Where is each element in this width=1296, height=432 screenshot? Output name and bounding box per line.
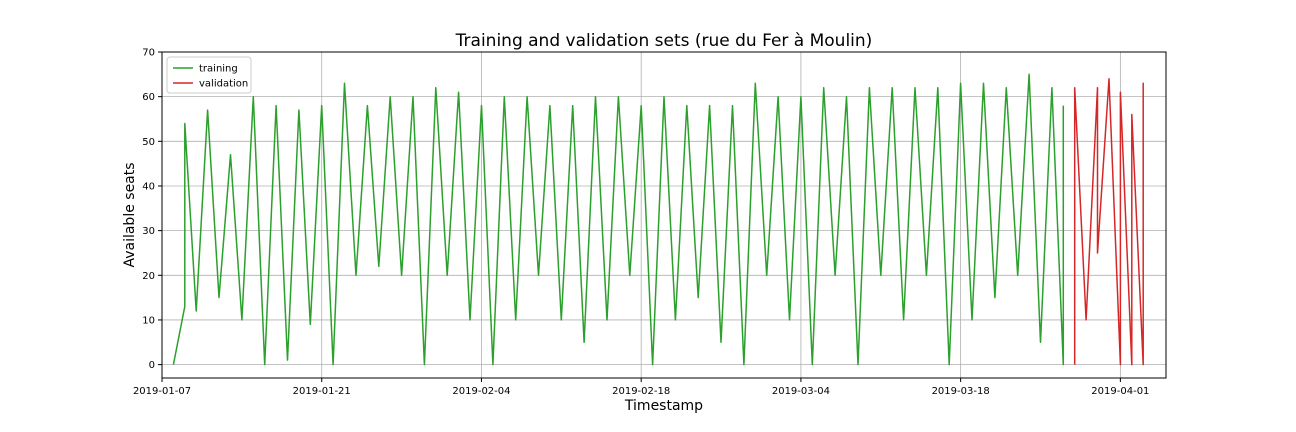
x-axis-label: Timestamp bbox=[624, 398, 703, 414]
y-axis: 0 10 20 30 40 50 60 70 bbox=[142, 48, 162, 371]
x-tick-label: 2019-02-04 bbox=[452, 386, 510, 397]
plot-frame bbox=[161, 51, 1167, 379]
y-tick-label: 50 bbox=[142, 137, 155, 148]
y-tick-label: 60 bbox=[142, 92, 155, 103]
legend-label-validation: validation bbox=[199, 79, 248, 90]
series-layer bbox=[172, 73, 1144, 366]
y-tick-label: 40 bbox=[142, 181, 155, 192]
y-tick-label: 20 bbox=[142, 271, 155, 282]
y-tick-label: 30 bbox=[142, 226, 155, 237]
x-tick-label: 2019-01-21 bbox=[293, 386, 351, 397]
x-tick-label: 2019-04-01 bbox=[1091, 386, 1149, 397]
series-line-validation bbox=[1073, 78, 1144, 366]
y-tick-label: 10 bbox=[142, 315, 155, 326]
y-tick-label: 70 bbox=[142, 48, 155, 59]
x-tick-label: 2019-03-18 bbox=[932, 386, 990, 397]
legend: training validation bbox=[166, 56, 252, 94]
x-tick-label: 2019-03-04 bbox=[772, 386, 830, 397]
x-tick-label: 2019-02-18 bbox=[612, 386, 670, 397]
legend-box bbox=[166, 56, 252, 94]
y-axis-label: Available seats bbox=[122, 162, 138, 267]
chart-title: Training and validation sets (rue du Fer… bbox=[455, 31, 873, 51]
legend-label-training: training bbox=[199, 64, 238, 75]
series-line-training bbox=[172, 73, 1065, 366]
x-axis: 2019-01-07 2019-01-21 2019-02-04 2019-02-18… bbox=[133, 378, 1149, 397]
x-tick-label: 2019-01-07 bbox=[133, 386, 191, 397]
y-tick-label: 0 bbox=[149, 360, 155, 371]
